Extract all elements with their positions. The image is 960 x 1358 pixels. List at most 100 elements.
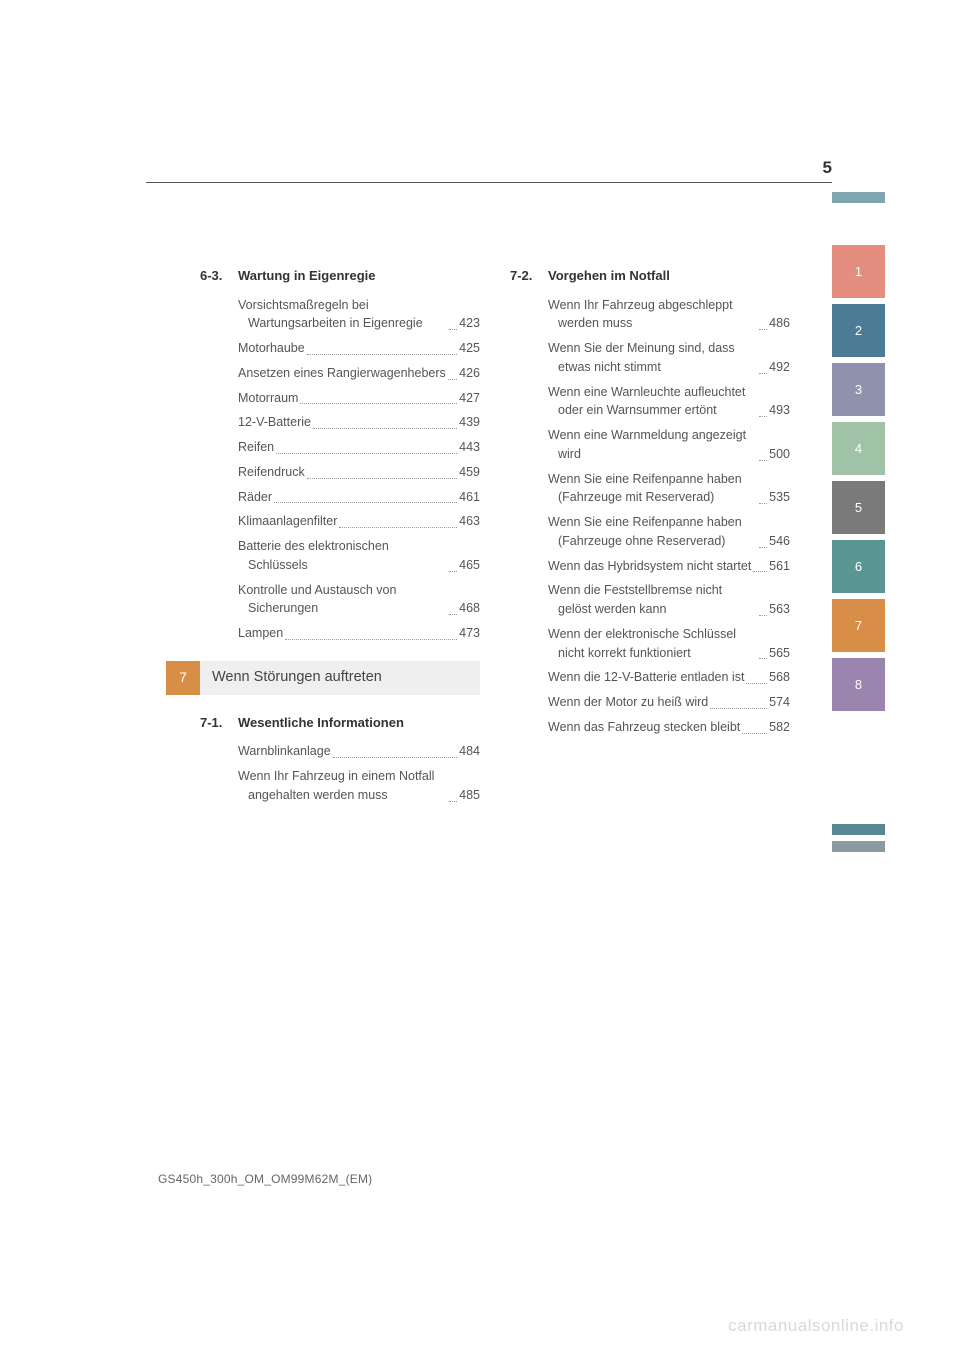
side-tab-5[interactable]: 5 bbox=[832, 481, 885, 534]
toc-page: 459 bbox=[459, 463, 480, 482]
toc-dots bbox=[710, 708, 767, 709]
toc-page: 425 bbox=[459, 339, 480, 358]
toc-label: Wenn der elektronische Schlüssel nicht k… bbox=[548, 625, 757, 663]
toc-page: 561 bbox=[769, 557, 790, 576]
toc-dots bbox=[759, 658, 767, 659]
side-tab-7[interactable]: 7 bbox=[832, 599, 885, 652]
toc-label: Motorraum bbox=[238, 389, 298, 408]
toc-page: 463 bbox=[459, 512, 480, 531]
side-tab-4[interactable]: 4 bbox=[832, 422, 885, 475]
left-column: 6-3. Wartung in Eigenregie Vorsichtsmaßr… bbox=[200, 266, 480, 811]
toc-entry: Lampen473 bbox=[238, 624, 480, 643]
toc-page: 565 bbox=[769, 644, 790, 663]
toc-label: Batterie des elektronischen Schlüssels bbox=[238, 537, 447, 575]
toc-entry: Wenn Ihr Fahrzeug in einem Notfall angeh… bbox=[238, 767, 480, 805]
toc-label: Wenn eine Warnmeldung angezeigt wird bbox=[548, 426, 757, 464]
toc-page: 563 bbox=[769, 600, 790, 619]
section-title: Wesentliche Informationen bbox=[238, 713, 480, 733]
toc-label: Kontrolle und Austausch von Sicherungen bbox=[238, 581, 447, 619]
toc-entry: Batterie des elektronischen Schlüssels46… bbox=[238, 537, 480, 575]
toc-entry: Wenn das Fahrzeug stecken bleibt582 bbox=[548, 718, 790, 737]
toc-page: 486 bbox=[769, 314, 790, 333]
bottom-color-strips bbox=[832, 824, 885, 858]
toc-label: Reifendruck bbox=[238, 463, 305, 482]
toc-dots bbox=[274, 502, 457, 503]
toc-dots bbox=[759, 329, 767, 330]
toc-entry: Klimaanlagenfilter463 bbox=[238, 512, 480, 531]
toc-dots bbox=[449, 614, 457, 615]
toc-page: 546 bbox=[769, 532, 790, 551]
toc-dots bbox=[285, 639, 457, 640]
toc-dots bbox=[339, 527, 457, 528]
toc-label: Wenn Sie eine Reifenpanne haben (Fahrzeu… bbox=[548, 470, 757, 508]
side-tab-8[interactable]: 8 bbox=[832, 658, 885, 711]
toc-label: Wenn das Hybridsystem nicht startet bbox=[548, 557, 751, 576]
toc-page: 468 bbox=[459, 599, 480, 618]
right-tab-strip: 1 2 3 4 5 6 7 8 bbox=[832, 192, 885, 717]
toc-entry: Reifendruck 459 bbox=[238, 463, 480, 482]
toc-label: Wenn das Fahrzeug stecken bleibt bbox=[548, 718, 740, 737]
toc-entry: 12-V-Batterie439 bbox=[238, 413, 480, 432]
toc-page: 485 bbox=[459, 786, 480, 805]
watermark: carmanualsonline.info bbox=[728, 1316, 904, 1336]
footer-code: GS450h_300h_OM_OM99M62M_(EM) bbox=[158, 1172, 372, 1186]
toc-label: Warnblinkanlage bbox=[238, 742, 331, 761]
toc-label: Wenn Ihr Fahrzeug abgeschleppt werden mu… bbox=[548, 296, 757, 334]
toc-dots bbox=[300, 403, 457, 404]
toc-dots bbox=[313, 428, 457, 429]
toc-entry: Warnblinkanlage484 bbox=[238, 742, 480, 761]
toc-dots bbox=[449, 329, 457, 330]
toc-dots bbox=[307, 478, 457, 479]
section-6-3-heading: 6-3. Wartung in Eigenregie bbox=[200, 266, 480, 286]
section-7-2-entries: Wenn Ihr Fahrzeug abgeschleppt werden mu… bbox=[510, 296, 790, 737]
toc-label: Wenn Ihr Fahrzeug in einem Notfall angeh… bbox=[238, 767, 447, 805]
toc-dots bbox=[307, 354, 457, 355]
bottom-strip bbox=[832, 841, 885, 852]
toc-entry: Wenn Sie eine Reifenpanne haben (Fahrzeu… bbox=[548, 470, 790, 508]
toc-label: 12-V-Batterie bbox=[238, 413, 311, 432]
toc-dots bbox=[759, 615, 767, 616]
section-num: 7-2. bbox=[510, 266, 548, 286]
toc-dots bbox=[753, 571, 767, 572]
toc-page: 473 bbox=[459, 624, 480, 643]
top-rule bbox=[146, 182, 832, 183]
side-tab-3[interactable]: 3 bbox=[832, 363, 885, 416]
toc-label: Ansetzen eines Rangierwagenhebers bbox=[238, 364, 446, 383]
toc-entry: Wenn der Motor zu heiß wird574 bbox=[548, 693, 790, 712]
side-tab-1[interactable]: 1 bbox=[832, 245, 885, 298]
section-7-2-heading: 7-2. Vorgehen im Notfall bbox=[510, 266, 790, 286]
toc-dots bbox=[759, 373, 767, 374]
toc-dots bbox=[742, 733, 767, 734]
toc-entry: Motorraum 427 bbox=[238, 389, 480, 408]
section-7-1-heading: 7-1. Wesentliche Informationen bbox=[200, 713, 480, 733]
section-num: 7-1. bbox=[200, 713, 238, 733]
toc-page: 427 bbox=[459, 389, 480, 408]
toc-entry: Kontrolle und Austausch von Sicherungen 4… bbox=[238, 581, 480, 619]
toc-label: Motorhaube bbox=[238, 339, 305, 358]
toc-dots bbox=[276, 453, 457, 454]
chapter-title: Wenn Störungen auftreten bbox=[200, 661, 480, 695]
bottom-strip bbox=[832, 824, 885, 835]
toc-entry: Reifen443 bbox=[238, 438, 480, 457]
toc-page: 535 bbox=[769, 488, 790, 507]
toc-label: Reifen bbox=[238, 438, 274, 457]
toc-label: Wenn die Feststellbremse nicht gelöst we… bbox=[548, 581, 757, 619]
toc-page: 426 bbox=[459, 364, 480, 383]
side-tab-6[interactable]: 6 bbox=[832, 540, 885, 593]
page-number: 5 bbox=[823, 158, 832, 178]
toc-page: 493 bbox=[769, 401, 790, 420]
toc-dots bbox=[759, 460, 767, 461]
side-tab-2[interactable]: 2 bbox=[832, 304, 885, 357]
toc-page: 461 bbox=[459, 488, 480, 507]
toc-label: Wenn Sie der Meinung sind, dass etwas ni… bbox=[548, 339, 757, 377]
toc-dots bbox=[449, 571, 457, 572]
toc-entry: Wenn Sie eine Reifenpanne haben (Fahrzeu… bbox=[548, 513, 790, 551]
toc-page: 574 bbox=[769, 693, 790, 712]
toc-dots bbox=[759, 547, 767, 548]
right-column: 7-2. Vorgehen im Notfall Wenn Ihr Fahrze… bbox=[510, 266, 790, 811]
chapter-tab-number: 7 bbox=[166, 661, 200, 695]
toc-label: Vorsichtsmaßregeln bei Wartungsarbeiten … bbox=[238, 296, 447, 334]
content-area: 6-3. Wartung in Eigenregie Vorsichtsmaßr… bbox=[200, 266, 790, 811]
toc-entry: Räder461 bbox=[238, 488, 480, 507]
section-7-1-entries: Warnblinkanlage484 Wenn Ihr Fahrzeug in e… bbox=[200, 742, 480, 804]
